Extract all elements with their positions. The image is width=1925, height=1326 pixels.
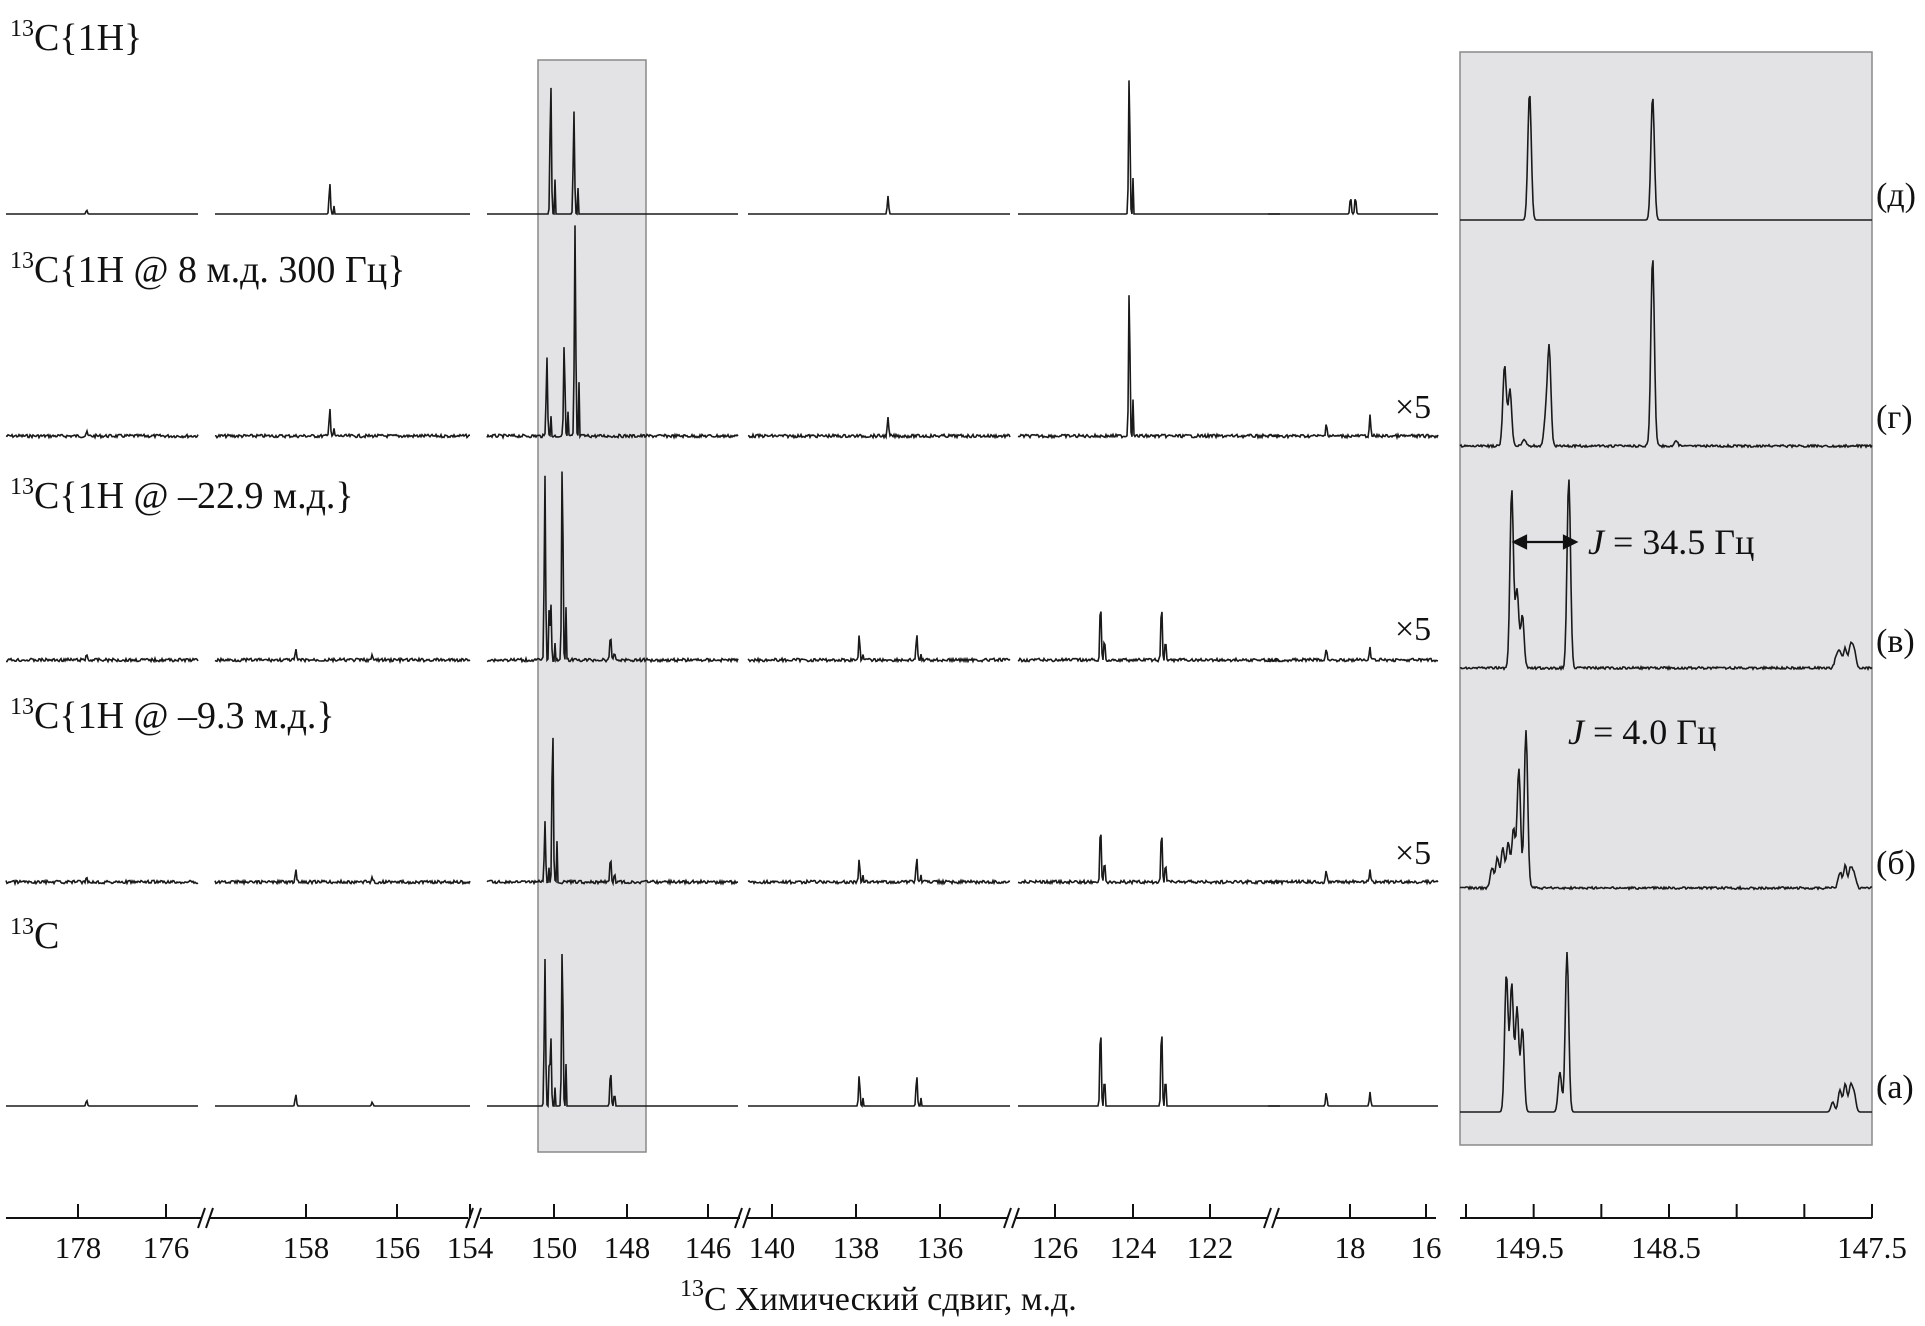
x-tick-label: 154	[447, 1230, 494, 1265]
axis-break-4	[1263, 1207, 1280, 1229]
spectrum-trace-d-segment-2	[487, 87, 738, 216]
inset-x-tick-label: 149.5	[1494, 1230, 1564, 1265]
spectrum-trace-v-segment-1	[214, 648, 471, 665]
spectrum-trace-v-segment-2	[486, 471, 739, 664]
j-annotation-b: J = 4.0 Гц	[1568, 712, 1716, 752]
scale-factor-b: ×5	[1395, 835, 1431, 872]
spectrum-trace-b-segment-2	[486, 737, 739, 887]
spectrum-label-g: 13C{1H @ 8 м.д. 300 Гц}	[10, 248, 405, 291]
spectrum-trace-v-segment-5	[1267, 646, 1439, 664]
axis-break-0	[197, 1207, 214, 1229]
x-tick-label: 158	[283, 1230, 330, 1265]
spectrum-trace-v-segment-3	[747, 635, 1011, 664]
spectrum-traces	[5, 80, 1439, 1109]
spectrum-trace-g-segment-1	[214, 408, 470, 440]
axis-break-1	[465, 1207, 482, 1229]
inset-trace-b	[1459, 730, 1873, 891]
x-tick-label: 136	[917, 1230, 964, 1265]
x-tick-label: 16	[1411, 1230, 1442, 1265]
spectrum-trace-a-segment-2	[487, 953, 738, 1109]
scale-factor-g: ×5	[1395, 389, 1431, 426]
scale-factor-v: ×5	[1395, 611, 1431, 648]
inset-x-axis: 149.5 148.5 147.5	[1460, 1204, 1907, 1265]
spectrum-trace-b-segment-0	[5, 876, 199, 887]
spectrum-trace-d-segment-3	[748, 195, 1010, 215]
x-tick-label: 146	[685, 1230, 732, 1265]
spectrum-trace-d-segment-4	[1018, 80, 1280, 215]
x-tick-label: 138	[833, 1230, 880, 1265]
spectrum-trace-d-segment-5	[1268, 198, 1438, 216]
spectrum-trace-a-segment-5	[1268, 1091, 1438, 1107]
inset-traces	[1459, 95, 1873, 1113]
spectrum-trace-g-segment-0	[5, 428, 199, 440]
highlight-box-main	[537, 59, 647, 1153]
inset-trace-v	[1460, 479, 1873, 672]
trace-tag-v: (в)	[1876, 623, 1915, 660]
spectrum-trace-d-segment-1	[215, 184, 470, 215]
spectrum-trace-v-segment-0	[5, 653, 199, 664]
x-axis: 178 176 158 156 154 150 148 146 140 138 136 126 124 1…	[6, 1204, 1442, 1265]
x-tick-label: 176	[143, 1230, 190, 1265]
spectrum-label-b: 13C{1H @ –9.3 м.д.}	[10, 694, 335, 737]
spectrum-trace-a-segment-1	[215, 1094, 470, 1107]
x-tick-label: 148	[604, 1230, 651, 1265]
trace-tag-g: (г)	[1876, 399, 1913, 436]
inset-trace-d	[1460, 95, 1872, 221]
trace-tag-b: (б)	[1876, 845, 1916, 882]
spectrum-trace-b-segment-3	[747, 858, 1011, 886]
spectrum-trace-b-segment-5	[1267, 869, 1439, 886]
spectrum-trace-a-segment-3	[748, 1076, 1010, 1108]
spectrum-trace-g-segment-2	[486, 225, 739, 440]
spectrum-trace-a-segment-0	[6, 1098, 198, 1107]
spectrum-trace-d-segment-0	[6, 209, 198, 215]
spectrum-label-a: 13C	[10, 914, 59, 957]
x-tick-label: 18	[1335, 1230, 1366, 1265]
x-tick-label: 126	[1032, 1230, 1079, 1265]
x-tick-label: 156	[374, 1230, 421, 1265]
spectrum-trace-v-segment-4	[1017, 611, 1281, 664]
spectrum-trace-b-segment-4	[1017, 834, 1281, 886]
x-tick-label: 124	[1110, 1230, 1157, 1265]
spectrum-trace-b-segment-1	[214, 869, 471, 886]
x-tick-label: 178	[55, 1230, 102, 1265]
x-tick-label: 122	[1187, 1230, 1234, 1265]
inset-x-tick-label: 147.5	[1837, 1230, 1907, 1265]
inset-x-tick-label: 148.5	[1631, 1230, 1701, 1265]
spectrum-trace-g-segment-3	[747, 417, 1011, 440]
axis-break-3	[1003, 1207, 1020, 1229]
spectrum-label-v: 13C{1H @ –22.9 м.д.}	[10, 474, 354, 517]
spectrum-trace-g-segment-5	[1267, 414, 1439, 441]
spectrum-label-d: 13C{1H}	[10, 16, 142, 59]
x-tick-label: 140	[749, 1230, 796, 1265]
axis-break-2	[734, 1207, 751, 1229]
spectrum-trace-a-segment-4	[1018, 1036, 1280, 1107]
spectrum-trace-g-segment-4	[1017, 295, 1281, 440]
inset-panel	[1459, 51, 1873, 1146]
x-axis-label: 13C Химический сдвиг, м.д.	[680, 1276, 1077, 1318]
trace-tag-d: (д)	[1876, 177, 1916, 214]
j-annotation-v: J = 34.5 Гц	[1588, 522, 1754, 562]
x-tick-label: 150	[531, 1230, 578, 1265]
coupling-arrow	[1511, 534, 1579, 550]
inset-trace-g	[1459, 260, 1873, 449]
trace-tag-a: (а)	[1876, 1069, 1914, 1106]
inset-trace-a	[1460, 951, 1872, 1113]
